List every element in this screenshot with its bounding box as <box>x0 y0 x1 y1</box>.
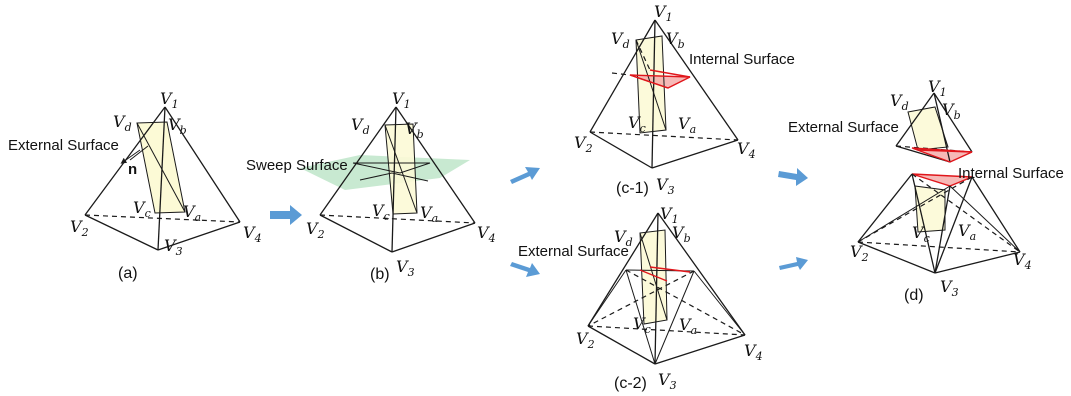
label-vd: Vd <box>614 227 633 249</box>
panel-label-d: (d) <box>904 287 924 304</box>
label-va: Va <box>183 202 201 224</box>
label-v2: V2 <box>850 242 869 264</box>
label-v1: V1 <box>654 2 673 24</box>
label-vc: Vc <box>912 223 930 245</box>
arrow-a-to-b <box>270 205 302 225</box>
label-v4: V4 <box>744 341 763 363</box>
label-vb: Vb <box>942 100 961 122</box>
external-surface-label: External Surface <box>8 137 119 154</box>
label-v1: V1 <box>928 77 947 99</box>
normal-label: n <box>128 161 137 178</box>
label-va: Va <box>420 203 438 225</box>
label-vb: Vb <box>672 223 691 245</box>
external-surface-label: External Surface <box>518 243 629 260</box>
tetrahedron-a <box>84 106 241 251</box>
label-va: Va <box>679 315 697 337</box>
label-vb: Vb <box>168 115 187 137</box>
label-vb: Vb <box>405 119 424 141</box>
label-v2: V2 <box>576 329 595 351</box>
label-vb: Vb <box>666 29 685 51</box>
normal-arrow <box>120 149 141 164</box>
label-v2: V2 <box>306 219 325 241</box>
label-v3: V3 <box>164 236 183 258</box>
label-v3: V3 <box>396 257 415 279</box>
lower-piece <box>857 173 1021 274</box>
arrow-c2-to-d <box>779 257 808 270</box>
label-vd: Vd <box>611 29 630 51</box>
label-v3: V3 <box>940 277 959 299</box>
label-v1: V1 <box>392 89 411 111</box>
arrow-b-to-c2 <box>510 262 540 277</box>
label-vc: Vc <box>133 198 151 220</box>
panel-b: V1 Vd Vb Vc Va V2 V3 V4 Sweep Surface (b… <box>246 89 496 283</box>
label-va: Va <box>678 114 696 136</box>
label-v4: V4 <box>737 139 756 161</box>
panel-c1: V1 Vd Vb Vc Va V2 V3 V4 Internal Surface… <box>574 2 795 197</box>
label-vd: Vd <box>351 115 370 137</box>
label-v3: V3 <box>658 370 677 392</box>
sweep-surface-label: Sweep Surface <box>246 157 348 174</box>
panel-a: V1 Vd Vb Vc Va V2 V3 V4 External Surface… <box>8 89 262 282</box>
panel-c2: V1 Vd Vb Vc Va V2 V3 V4 External Surface… <box>518 204 763 392</box>
label-v2: V2 <box>70 217 89 239</box>
panel-label-a: (a) <box>118 265 138 282</box>
panel-label-b: (b) <box>370 266 390 283</box>
label-vd: Vd <box>890 91 909 113</box>
panel-d: V1 Vd Vb Vc Va V2 V3 V4 External Surface… <box>788 77 1064 304</box>
label-v4: V4 <box>1013 250 1032 272</box>
label-v4: V4 <box>477 223 496 245</box>
panel-label-c2: (c-2) <box>614 375 647 392</box>
label-v2: V2 <box>574 133 593 155</box>
label-vd: Vd <box>113 112 132 134</box>
label-vc: Vc <box>628 113 646 135</box>
arrow-b-to-c1 <box>510 167 540 184</box>
panel-label-c1: (c-1) <box>616 180 649 197</box>
label-va: Va <box>958 221 976 243</box>
label-v1: V1 <box>660 204 679 226</box>
internal-surface-label: Internal Surface <box>689 51 795 68</box>
label-vc: Vc <box>633 314 651 336</box>
internal-surface-label: Internal Surface <box>958 165 1064 182</box>
external-surface-label: External Surface <box>788 119 899 136</box>
label-v1: V1 <box>160 89 179 111</box>
upper-piece <box>895 92 973 163</box>
label-vc: Vc <box>372 201 390 223</box>
arrow-c1-to-d <box>778 168 808 186</box>
label-v3: V3 <box>656 175 675 197</box>
label-v4: V4 <box>243 223 262 245</box>
